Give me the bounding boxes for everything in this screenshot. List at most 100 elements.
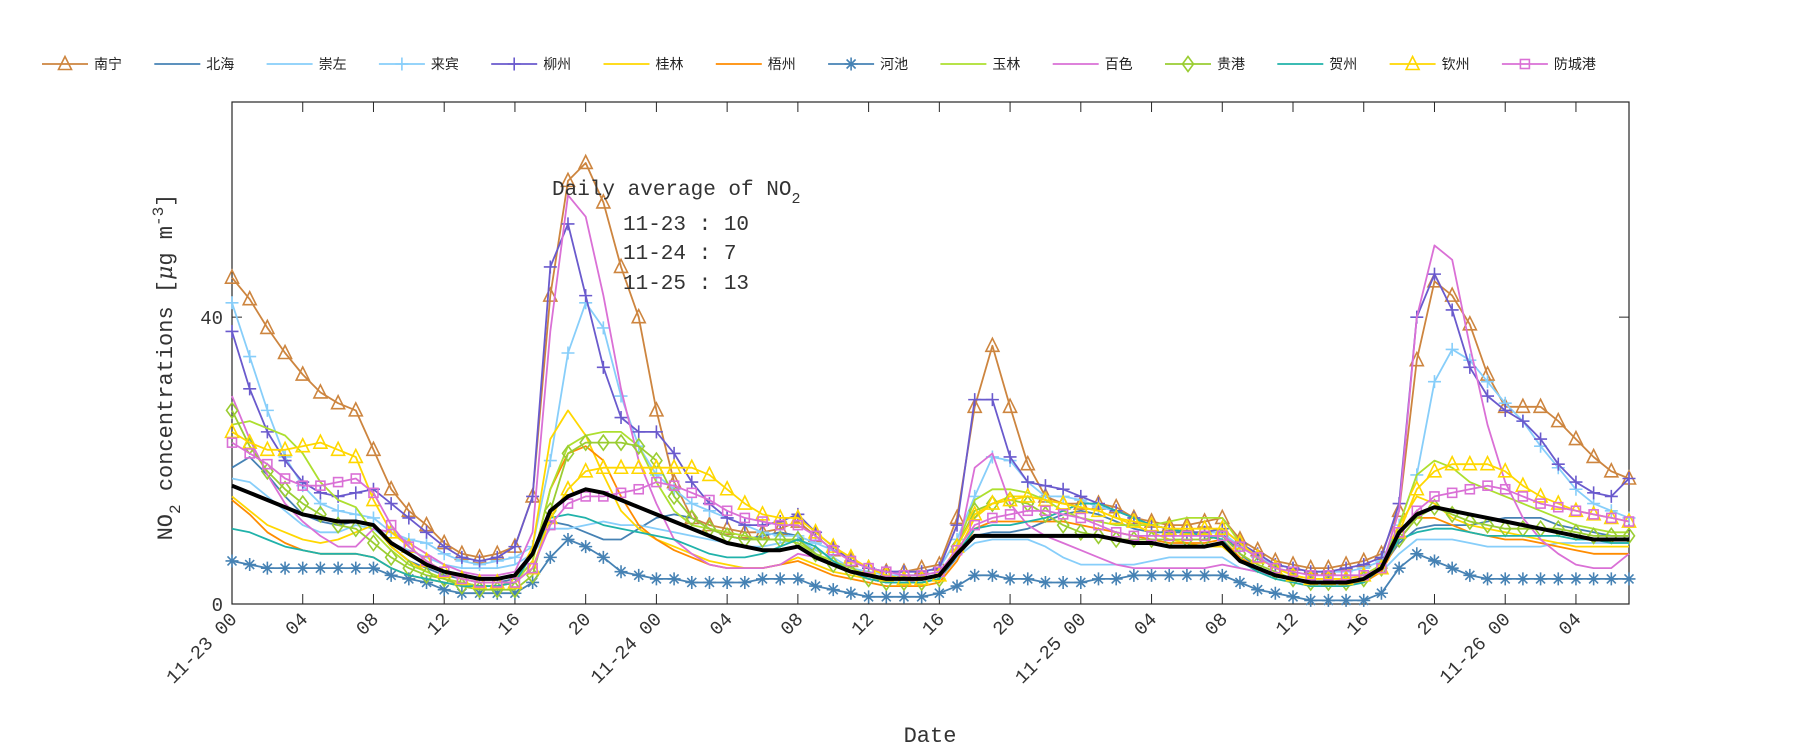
data-point-marker: [260, 403, 274, 417]
data-point-marker: [667, 572, 681, 586]
legend-marker: [507, 57, 521, 71]
data-point-marker: [1073, 494, 1089, 510]
data-point-marker: [614, 433, 628, 452]
data-point-marker: [1444, 454, 1460, 471]
legend-label: 柳州: [543, 56, 571, 73]
series-百色: [231, 194, 1630, 584]
data-point-marker: [685, 475, 699, 489]
data-point-marker: [1569, 475, 1583, 489]
data-point-marker: [1056, 516, 1070, 534]
data-point-marker: [1497, 462, 1514, 478]
data-point-marker: [633, 483, 645, 495]
series-line: [231, 162, 1630, 573]
data-point-marker: [615, 487, 627, 499]
data-point-marker: [966, 397, 983, 414]
data-point-marker: [1003, 572, 1017, 586]
data-point-marker: [347, 401, 364, 417]
data-point-marker: [1252, 552, 1263, 563]
data-point-marker: [1604, 489, 1618, 503]
data-point-marker: [701, 515, 718, 532]
legend-item: 南宁: [42, 54, 122, 73]
legend-label: 贵港: [1217, 57, 1245, 73]
data-point-marker: [347, 447, 364, 464]
data-point-marker: [685, 509, 699, 527]
data-point-marker: [721, 505, 733, 517]
data-point-marker: [1268, 586, 1282, 600]
data-point-marker: [1603, 462, 1620, 478]
data-point-marker: [277, 343, 293, 360]
data-point-marker: [455, 550, 469, 564]
data-point-marker: [579, 433, 593, 452]
data-point-marker: [1410, 547, 1424, 561]
data-point-marker: [243, 382, 257, 396]
legend-item: 玉林: [940, 57, 1020, 73]
series-lines: [224, 153, 1637, 607]
y-axis-label: NO2 concentrations [μg m-3]: [150, 194, 185, 541]
data-point-marker: [985, 393, 999, 407]
data-point-marker: [1215, 568, 1229, 582]
data-point-marker: [560, 171, 576, 188]
data-point-marker: [985, 494, 999, 513]
data-point-marker: [579, 540, 593, 554]
series-贺州: [231, 502, 1629, 587]
data-point-marker: [1002, 397, 1018, 414]
data-point-marker: [968, 501, 982, 520]
data-point-marker: [596, 550, 610, 564]
data-point-marker: [632, 568, 646, 582]
data-point-marker: [683, 458, 700, 475]
y-tick-label: 0: [212, 595, 223, 617]
data-point-marker: [1004, 509, 1016, 520]
data-point-marker: [1534, 572, 1548, 586]
data-point-marker: [1373, 558, 1390, 575]
data-point-marker: [278, 454, 292, 468]
data-point-marker: [1339, 593, 1353, 607]
x-tick-label: 04: [281, 609, 313, 641]
data-point-marker: [473, 586, 487, 600]
data-point-marker: [1532, 487, 1549, 503]
data-point-marker: [1427, 554, 1441, 568]
data-point-marker: [1126, 512, 1142, 528]
data-point-marker: [489, 573, 506, 589]
data-point-marker: [402, 572, 416, 586]
data-point-marker: [985, 568, 999, 582]
data-point-marker: [243, 558, 257, 572]
data-point-marker: [1163, 530, 1175, 542]
data-point-marker: [1445, 561, 1459, 575]
data-point-marker: [651, 476, 662, 488]
data-point-marker: [666, 458, 682, 475]
series-钦州: [224, 422, 1637, 589]
data-point-marker: [312, 383, 329, 399]
data-point-marker: [490, 586, 504, 600]
y-tick-label: 40: [200, 308, 223, 330]
data-point-marker: [260, 561, 274, 575]
data-point-marker: [1196, 519, 1213, 536]
x-tick-label: 11-24 00: [587, 609, 667, 689]
data-point-marker: [1214, 519, 1231, 536]
legend-label: 河池: [880, 57, 908, 73]
data-point-marker: [1409, 479, 1425, 496]
data-point-marker: [1569, 572, 1583, 586]
data-point-marker: [1199, 530, 1210, 542]
data-point-marker: [630, 458, 647, 475]
data-point-marker: [1622, 472, 1636, 485]
legend-item: 百色: [1052, 56, 1133, 73]
data-point-marker: [1056, 575, 1070, 589]
data-point-marker: [809, 544, 823, 563]
data-point-marker: [561, 346, 575, 360]
data-point-marker: [580, 491, 591, 502]
series-line: [231, 502, 1629, 587]
data-point-marker: [1445, 342, 1459, 356]
data-point-marker: [1127, 530, 1141, 549]
data-point-marker: [737, 494, 753, 510]
legend-item: 贺州: [1277, 57, 1357, 73]
data-point-marker: [1585, 447, 1602, 464]
data-point-marker: [297, 480, 309, 491]
data-point-marker: [704, 494, 715, 506]
data-point-marker: [668, 480, 680, 491]
annotation-line-2: 11-24 : 7: [623, 243, 736, 266]
series-柳州: [225, 217, 1636, 579]
legend-item: 崇左: [266, 57, 347, 73]
data-point-marker: [862, 590, 876, 604]
legend-item: 来宾: [378, 57, 459, 73]
data-point-marker: [383, 522, 399, 539]
